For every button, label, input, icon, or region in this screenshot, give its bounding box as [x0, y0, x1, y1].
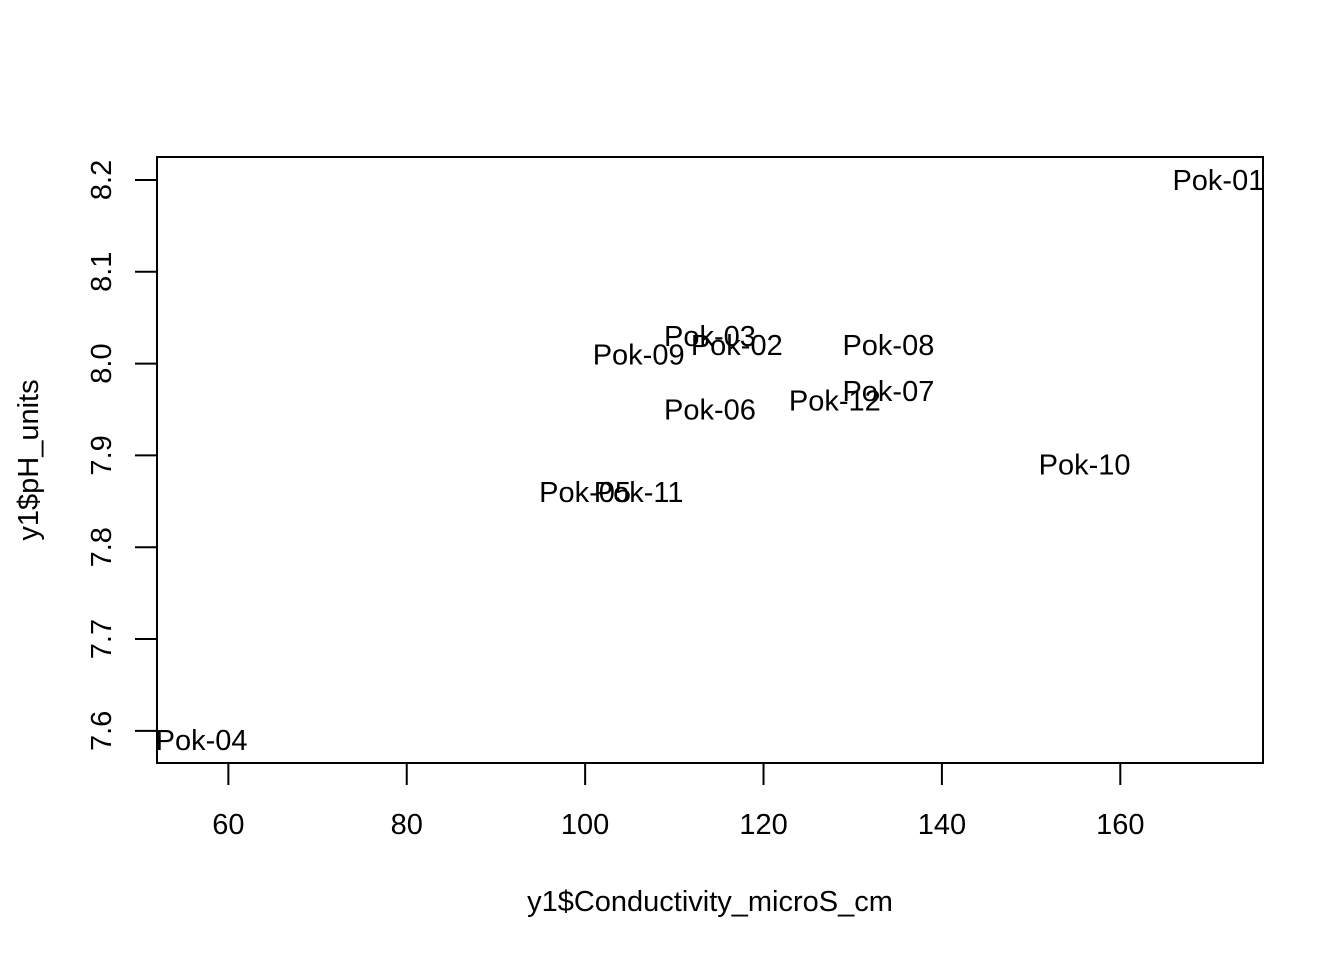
point-label-pok-03: Pok-03 [664, 321, 756, 353]
y-tick-label: 8.0 [86, 343, 118, 383]
y-tick-label: 8.2 [86, 160, 118, 200]
x-tick-label: 100 [561, 809, 609, 841]
y-tick-label: 7.6 [86, 711, 118, 751]
point-label-pok-07: Pok-07 [842, 376, 934, 408]
y-tick-label: 7.9 [86, 435, 118, 475]
y-tick-label: 7.7 [86, 619, 118, 659]
y-tick-label: 8.1 [86, 252, 118, 292]
y-tick-label: 7.8 [86, 527, 118, 567]
x-tick-label: 140 [918, 809, 966, 841]
y-axis: 7.6 7.7 7.8 7.9 8.0 8.1 8.2 [86, 160, 158, 751]
point-label-pok-01: Pok-01 [1172, 165, 1264, 197]
x-axis: 60 80 100 120 140 160 [212, 762, 1144, 841]
point-label-pok-06: Pok-06 [664, 395, 756, 427]
y-axis-label: y1$pH_units [13, 379, 45, 540]
point-label-pok-10: Pok-10 [1039, 450, 1131, 482]
x-tick-label: 80 [391, 809, 423, 841]
x-tick-label: 60 [212, 809, 244, 841]
point-label-pok-04: Pok-04 [156, 725, 248, 757]
point-label-pok-12: Pok-12 [789, 385, 881, 417]
point-label-pok-08: Pok-08 [842, 330, 934, 362]
x-tick-label: 120 [739, 809, 787, 841]
point-label-pok-02: Pok-02 [691, 330, 783, 362]
x-tick-label: 160 [1096, 809, 1144, 841]
point-label-pok-09: Pok-09 [593, 339, 685, 371]
point-label-pok-05: Pok-05 [539, 477, 631, 509]
point-label-pok-11: Pok-11 [594, 477, 684, 509]
x-axis-label: y1$Conductivity_microS_cm [527, 886, 893, 918]
